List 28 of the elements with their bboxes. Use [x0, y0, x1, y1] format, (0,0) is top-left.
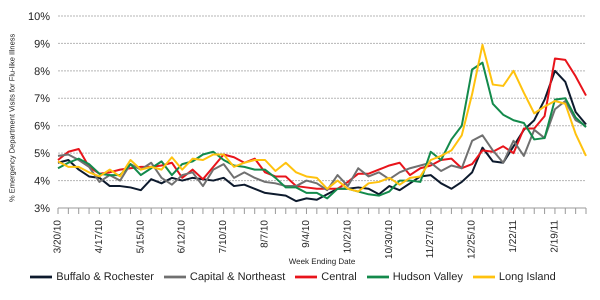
x-tick-label: 2/19/11 — [549, 220, 560, 253]
line-series — [57, 100, 587, 192]
x-tick-label: 9/4/10 — [300, 220, 312, 248]
x-tick-label: 11/27/10 — [425, 220, 436, 258]
x-tick-label: 1/22/11 — [508, 220, 520, 253]
legend-label: Buffalo & Rochester — [56, 270, 154, 283]
x-tick-label: 5/15/10 — [135, 220, 146, 254]
y-tick-label: 4% — [34, 175, 50, 188]
x-tick-label: 7/10/10 — [218, 220, 230, 254]
x-axis-title: Week Ending Date — [288, 257, 356, 266]
x-tick-label: 3/20/10 — [52, 220, 64, 254]
y-tick-label: 6% — [34, 120, 50, 133]
y-tick-label: 3% — [34, 202, 50, 215]
x-tick-label: 10/30/10 — [384, 220, 395, 259]
x-tick-label: 10/2/10 — [342, 220, 354, 254]
x-tick-label: 6/12/10 — [176, 220, 188, 254]
legend-label: Central — [321, 270, 357, 283]
legend-label: Hudson Valley — [392, 270, 463, 283]
y-tick-label: 9% — [34, 38, 50, 50]
y-tick-label: 7% — [34, 93, 50, 106]
y-tick-label: 10% — [28, 10, 50, 23]
x-tick-label: 12/25/10 — [466, 220, 478, 259]
x-tick-label: 4/17/10 — [94, 220, 105, 254]
legend-label: Capital & Northeast — [190, 270, 286, 283]
x-tick-label: 8/7/10 — [260, 220, 271, 248]
legend-label: Long Island — [498, 270, 556, 283]
y-tick-label: 5% — [34, 148, 50, 160]
y-tick-label: 8% — [34, 66, 50, 78]
